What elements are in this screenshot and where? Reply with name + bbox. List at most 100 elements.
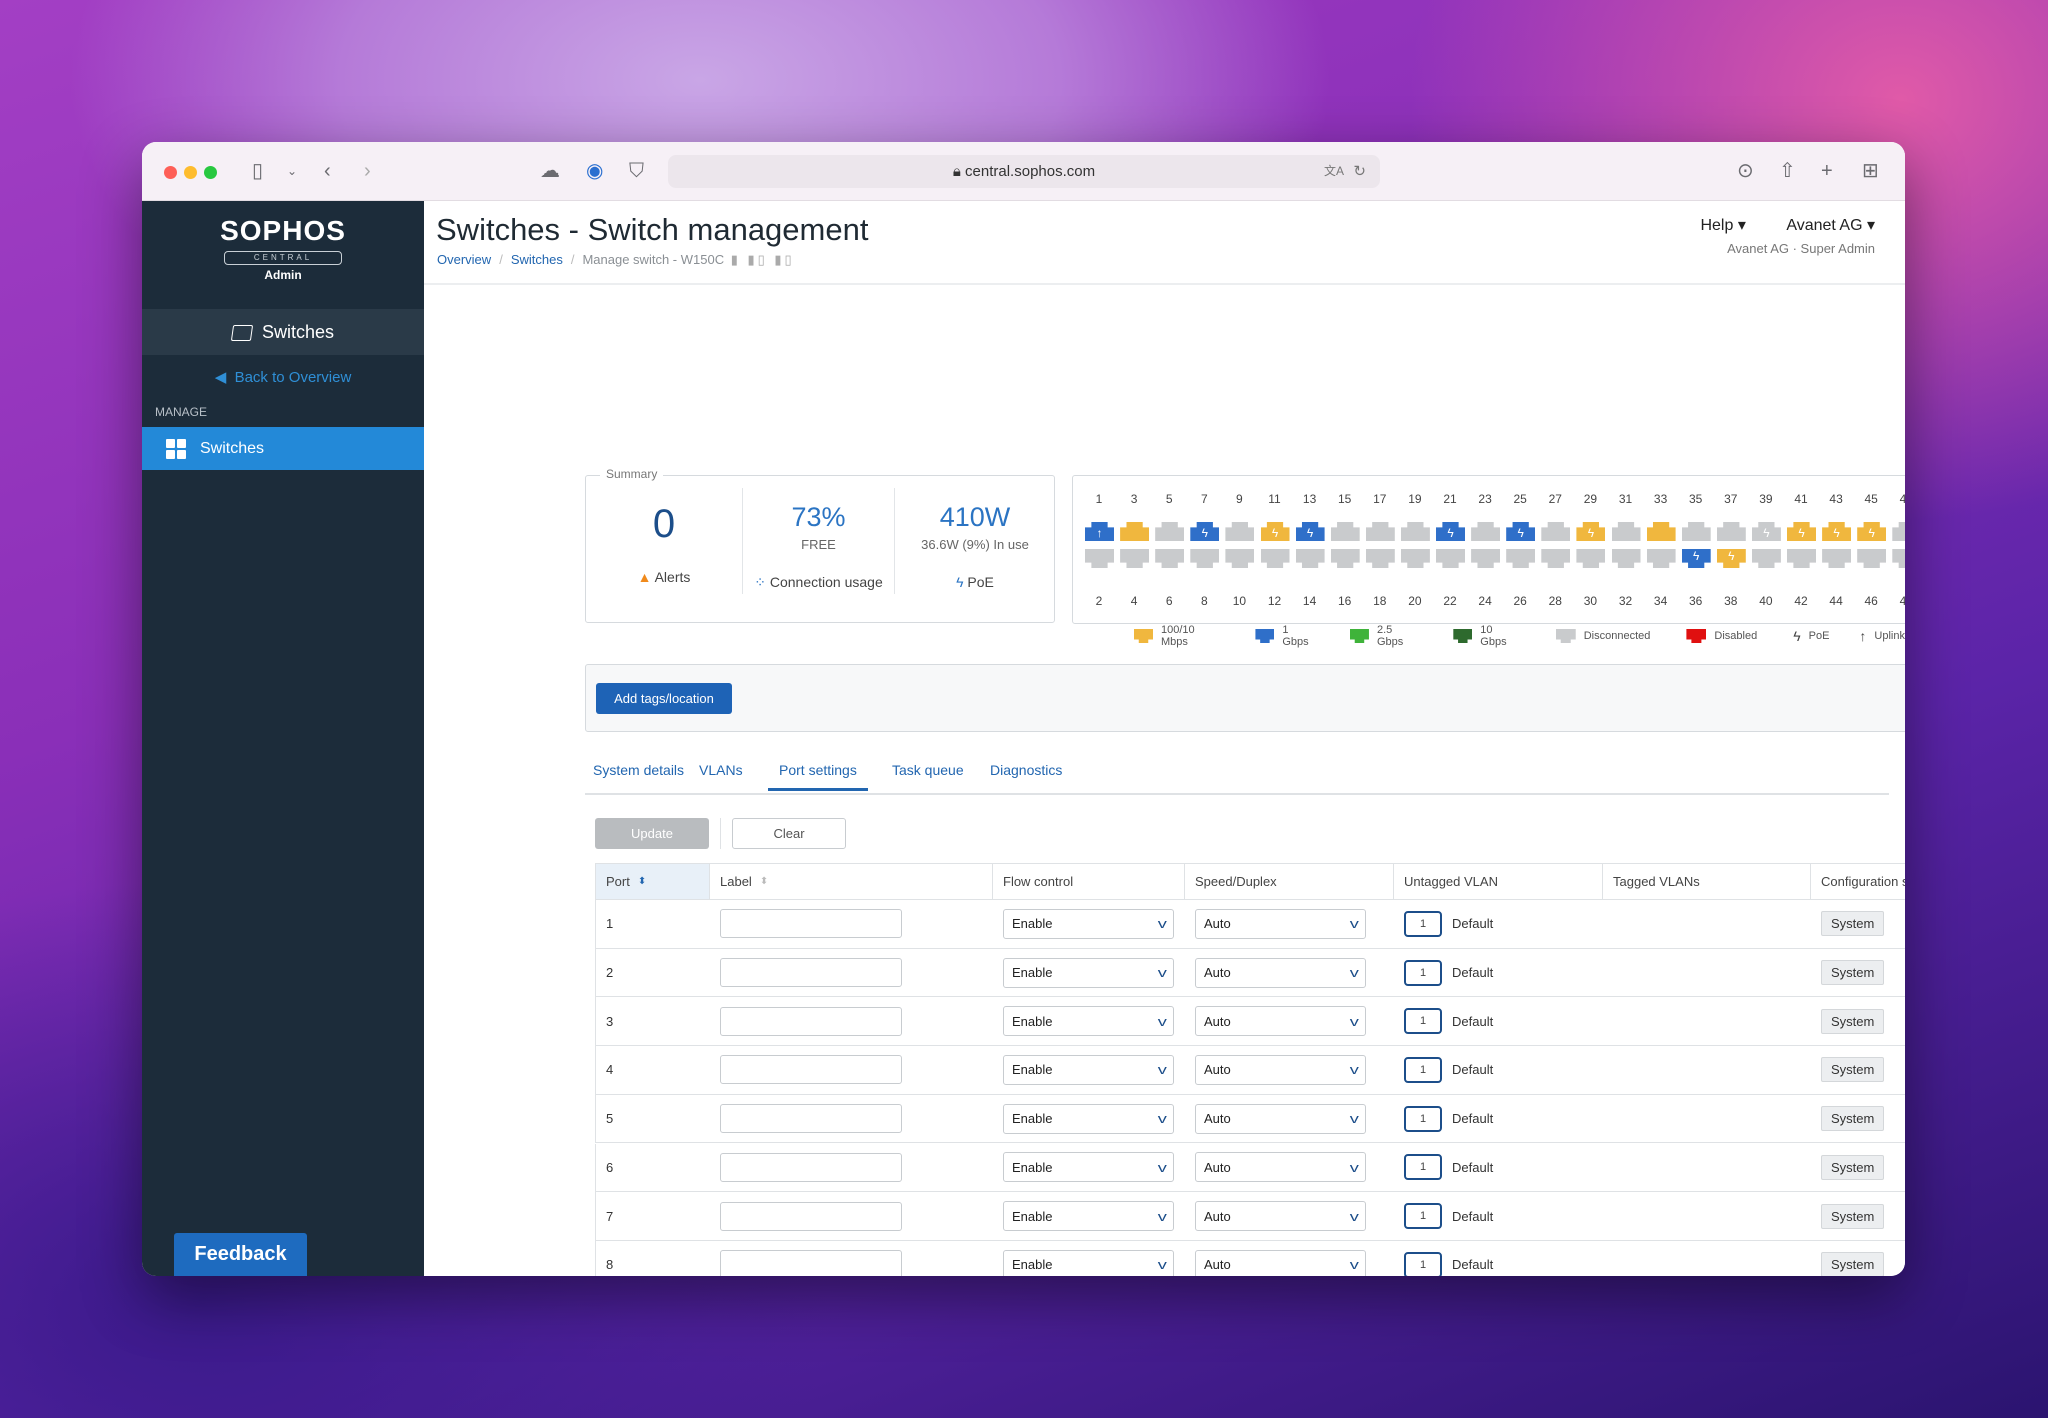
vlan-id-button[interactable]: 1 <box>1404 1154 1442 1181</box>
port-23[interactable] <box>1471 522 1501 541</box>
port-31[interactable] <box>1611 522 1641 541</box>
label-input[interactable] <box>720 1250 902 1276</box>
clear-button[interactable]: Clear <box>732 818 846 849</box>
port-26[interactable] <box>1506 549 1536 568</box>
label-input[interactable] <box>720 909 902 939</box>
port-18[interactable] <box>1365 549 1395 568</box>
flow-control-select[interactable]: Enable v <box>1003 957 1174 988</box>
flow-control-select[interactable]: Enable v <box>1003 908 1174 939</box>
port-36[interactable]: ϟ <box>1681 549 1711 568</box>
back-icon[interactable]: ‹ <box>324 160 331 182</box>
vlan-id-button[interactable]: 1 <box>1404 1105 1442 1132</box>
alerts-link[interactable]: ▲ Alerts <box>637 569 691 585</box>
speed-duplex-select[interactable]: Auto v <box>1195 1249 1366 1276</box>
speed-duplex-select[interactable]: Auto v <box>1195 957 1366 988</box>
speed-duplex-select[interactable]: Auto v <box>1195 1103 1366 1134</box>
breadcrumb-switches[interactable]: Switches <box>510 252 563 267</box>
port-6[interactable] <box>1155 549 1185 568</box>
download-icon[interactable]: ⊙ <box>1737 160 1754 182</box>
password-manager-icon[interactable]: ◉ <box>586 160 604 182</box>
port-41[interactable]: ϟ <box>1787 522 1816 541</box>
forward-icon[interactable]: › <box>364 160 371 182</box>
address-bar[interactable]: 🔒︎ central.sophos.com ↻ 文A <box>668 155 1380 188</box>
feedback-button[interactable]: Feedback <box>174 1233 307 1276</box>
port-27[interactable] <box>1541 522 1571 541</box>
tab-overview-icon[interactable]: ⊞ <box>1862 160 1879 182</box>
port-29[interactable]: ϟ <box>1576 522 1606 541</box>
port-30[interactable] <box>1576 549 1606 568</box>
label-input[interactable] <box>720 1201 902 1231</box>
label-input[interactable] <box>720 1055 902 1085</box>
port-22[interactable] <box>1436 549 1465 568</box>
port-45[interactable]: ϟ <box>1857 522 1887 541</box>
port-16[interactable] <box>1330 549 1360 568</box>
label-input[interactable] <box>720 1006 902 1036</box>
port-5[interactable] <box>1155 522 1185 541</box>
port-24[interactable] <box>1471 549 1501 568</box>
port-32[interactable] <box>1611 549 1641 568</box>
port-9[interactable] <box>1225 522 1255 541</box>
new-tab-icon[interactable]: + <box>1821 160 1833 182</box>
flow-control-select[interactable]: Enable v <box>1003 1152 1174 1183</box>
tab-port-settings[interactable]: Port settings <box>768 762 868 791</box>
tab-diagnostics[interactable]: Diagnostics <box>990 762 1063 778</box>
tab-system-details[interactable]: System details <box>593 762 685 778</box>
port-14[interactable] <box>1295 549 1325 568</box>
vlan-id-button[interactable]: 1 <box>1404 910 1442 937</box>
port-10[interactable] <box>1225 549 1255 568</box>
label-input[interactable] <box>720 1104 902 1134</box>
port-38[interactable]: ϟ <box>1716 549 1746 568</box>
sidebar-toggle-icon[interactable]: ▯ <box>252 160 264 182</box>
close-window-button[interactable] <box>164 166 177 179</box>
port-21[interactable]: ϟ <box>1436 522 1465 541</box>
help-menu[interactable]: Help ▾ <box>1700 217 1746 234</box>
speed-duplex-select[interactable]: Auto v <box>1195 1152 1366 1183</box>
port-11[interactable]: ϟ <box>1260 522 1290 541</box>
speed-duplex-select[interactable]: Auto v <box>1195 908 1366 939</box>
label-input[interactable] <box>720 1152 902 1182</box>
port-2[interactable] <box>1085 549 1114 568</box>
speed-duplex-select[interactable]: Auto v <box>1195 1201 1366 1232</box>
port-48[interactable] <box>1892 549 1905 568</box>
vlan-id-button[interactable]: 1 <box>1404 959 1442 986</box>
port-44[interactable] <box>1822 549 1852 568</box>
port-12[interactable] <box>1260 549 1290 568</box>
zoom-window-button[interactable] <box>204 166 217 179</box>
port-28[interactable] <box>1541 549 1571 568</box>
port-25[interactable]: ϟ <box>1506 522 1536 541</box>
port-40[interactable] <box>1751 549 1781 568</box>
sort-icon[interactable]: ⬍ <box>637 876 647 887</box>
column-header-port[interactable]: Port ⬍ <box>596 864 710 899</box>
vlan-id-button[interactable]: 1 <box>1404 1056 1442 1083</box>
speed-duplex-select[interactable]: Auto v <box>1195 1054 1366 1085</box>
port-3[interactable] <box>1120 522 1150 541</box>
update-button[interactable]: Update <box>595 818 709 849</box>
port-15[interactable] <box>1330 522 1360 541</box>
port-34[interactable] <box>1646 549 1676 568</box>
port-46[interactable] <box>1857 549 1887 568</box>
port-13[interactable]: ϟ <box>1295 522 1325 541</box>
port-4[interactable] <box>1120 549 1150 568</box>
breadcrumb-overview[interactable]: Overview <box>437 252 492 267</box>
minimize-window-button[interactable] <box>184 166 197 179</box>
flow-control-select[interactable]: Enable v <box>1003 1006 1174 1037</box>
port-20[interactable] <box>1400 549 1430 568</box>
back-to-overview-link[interactable]: ◀ Back to Overview <box>142 368 424 386</box>
label-input[interactable] <box>720 958 902 988</box>
tab-task-queue[interactable]: Task queue <box>892 762 964 778</box>
speed-duplex-select[interactable]: Auto v <box>1195 1006 1366 1037</box>
port-8[interactable] <box>1190 549 1220 568</box>
port-7[interactable]: ϟ <box>1190 522 1220 541</box>
flow-control-select[interactable]: Enable v <box>1003 1103 1174 1134</box>
sidebar-item-switches[interactable]: Switches <box>142 427 424 470</box>
port-19[interactable] <box>1400 522 1430 541</box>
port-17[interactable] <box>1365 522 1395 541</box>
port-35[interactable] <box>1681 522 1711 541</box>
tab-vlans[interactable]: VLANs <box>699 762 743 778</box>
flow-control-select[interactable]: Enable v <box>1003 1054 1174 1085</box>
port-39[interactable]: ϟ <box>1751 522 1781 541</box>
flow-control-select[interactable]: Enable v <box>1003 1249 1174 1276</box>
shield-icon[interactable]: ⛉ <box>629 160 644 182</box>
sort-icon[interactable]: ⬍ <box>759 876 769 887</box>
share-icon[interactable]: ⇧ <box>1779 160 1796 182</box>
